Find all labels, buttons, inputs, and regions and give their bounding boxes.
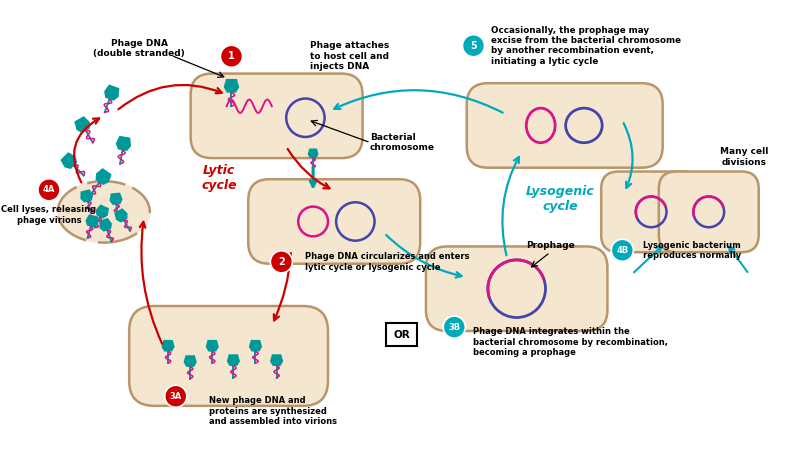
FancyBboxPatch shape bbox=[426, 247, 607, 331]
Circle shape bbox=[38, 179, 60, 201]
FancyBboxPatch shape bbox=[386, 323, 417, 346]
Text: Phage DNA integrates within the
bacterial chromosome by recombination,
becoming : Phage DNA integrates within the bacteria… bbox=[474, 327, 669, 357]
Circle shape bbox=[270, 251, 293, 273]
Polygon shape bbox=[224, 79, 239, 93]
Polygon shape bbox=[96, 205, 109, 219]
FancyBboxPatch shape bbox=[659, 171, 758, 252]
FancyBboxPatch shape bbox=[248, 179, 420, 264]
Text: Prophage: Prophage bbox=[526, 241, 574, 250]
Text: Lysogenic
cycle: Lysogenic cycle bbox=[526, 185, 594, 213]
Circle shape bbox=[611, 239, 634, 261]
Text: 1: 1 bbox=[228, 51, 235, 62]
FancyBboxPatch shape bbox=[602, 171, 701, 252]
Text: 5: 5 bbox=[470, 41, 477, 51]
Polygon shape bbox=[58, 181, 150, 243]
Polygon shape bbox=[99, 218, 112, 232]
Text: 2: 2 bbox=[278, 257, 285, 267]
Polygon shape bbox=[183, 355, 197, 367]
Circle shape bbox=[443, 316, 466, 338]
Polygon shape bbox=[95, 168, 112, 185]
Polygon shape bbox=[206, 340, 219, 351]
Polygon shape bbox=[104, 84, 119, 101]
Text: Lytic
cycle: Lytic cycle bbox=[201, 164, 237, 192]
Text: Phage DNA circularizes and enters
lytic cycle or lysogenic cycle: Phage DNA circularizes and enters lytic … bbox=[306, 252, 470, 272]
Polygon shape bbox=[114, 208, 127, 223]
Text: Occasionally, the prophage may
excise from the bacterial chromosome
by another r: Occasionally, the prophage may excise fr… bbox=[490, 26, 681, 66]
Polygon shape bbox=[86, 214, 98, 227]
Polygon shape bbox=[116, 136, 131, 151]
Text: Many cell
divisions: Many cell divisions bbox=[720, 147, 769, 167]
Text: Cell lyses, releasing
phage virions: Cell lyses, releasing phage virions bbox=[2, 205, 97, 225]
Polygon shape bbox=[162, 340, 174, 351]
Polygon shape bbox=[226, 354, 240, 366]
Polygon shape bbox=[81, 189, 93, 203]
Text: Phage DNA
(double stranded): Phage DNA (double stranded) bbox=[94, 39, 185, 58]
Text: Phage attaches
to host cell and
injects DNA: Phage attaches to host cell and injects … bbox=[310, 41, 390, 71]
Text: 4B: 4B bbox=[616, 246, 629, 255]
FancyBboxPatch shape bbox=[190, 74, 362, 158]
Polygon shape bbox=[308, 149, 318, 158]
Text: 3B: 3B bbox=[448, 322, 460, 332]
Text: New phage DNA and
proteins are synthesized
and assembled into virions: New phage DNA and proteins are synthesiz… bbox=[210, 396, 338, 426]
Polygon shape bbox=[249, 340, 262, 351]
Text: Lysogenic bacterium
reproduces normally: Lysogenic bacterium reproduces normally bbox=[643, 240, 742, 260]
Polygon shape bbox=[110, 192, 122, 205]
FancyBboxPatch shape bbox=[466, 83, 662, 168]
Polygon shape bbox=[61, 152, 77, 169]
Circle shape bbox=[221, 45, 242, 67]
Text: Bacterial
chromosome: Bacterial chromosome bbox=[370, 133, 434, 152]
Circle shape bbox=[462, 34, 485, 57]
Text: 3A: 3A bbox=[170, 392, 182, 401]
Polygon shape bbox=[74, 116, 90, 133]
FancyBboxPatch shape bbox=[129, 306, 328, 406]
Circle shape bbox=[165, 385, 187, 407]
Text: OR: OR bbox=[393, 330, 410, 340]
Text: 4A: 4A bbox=[43, 185, 55, 194]
Polygon shape bbox=[270, 354, 283, 366]
